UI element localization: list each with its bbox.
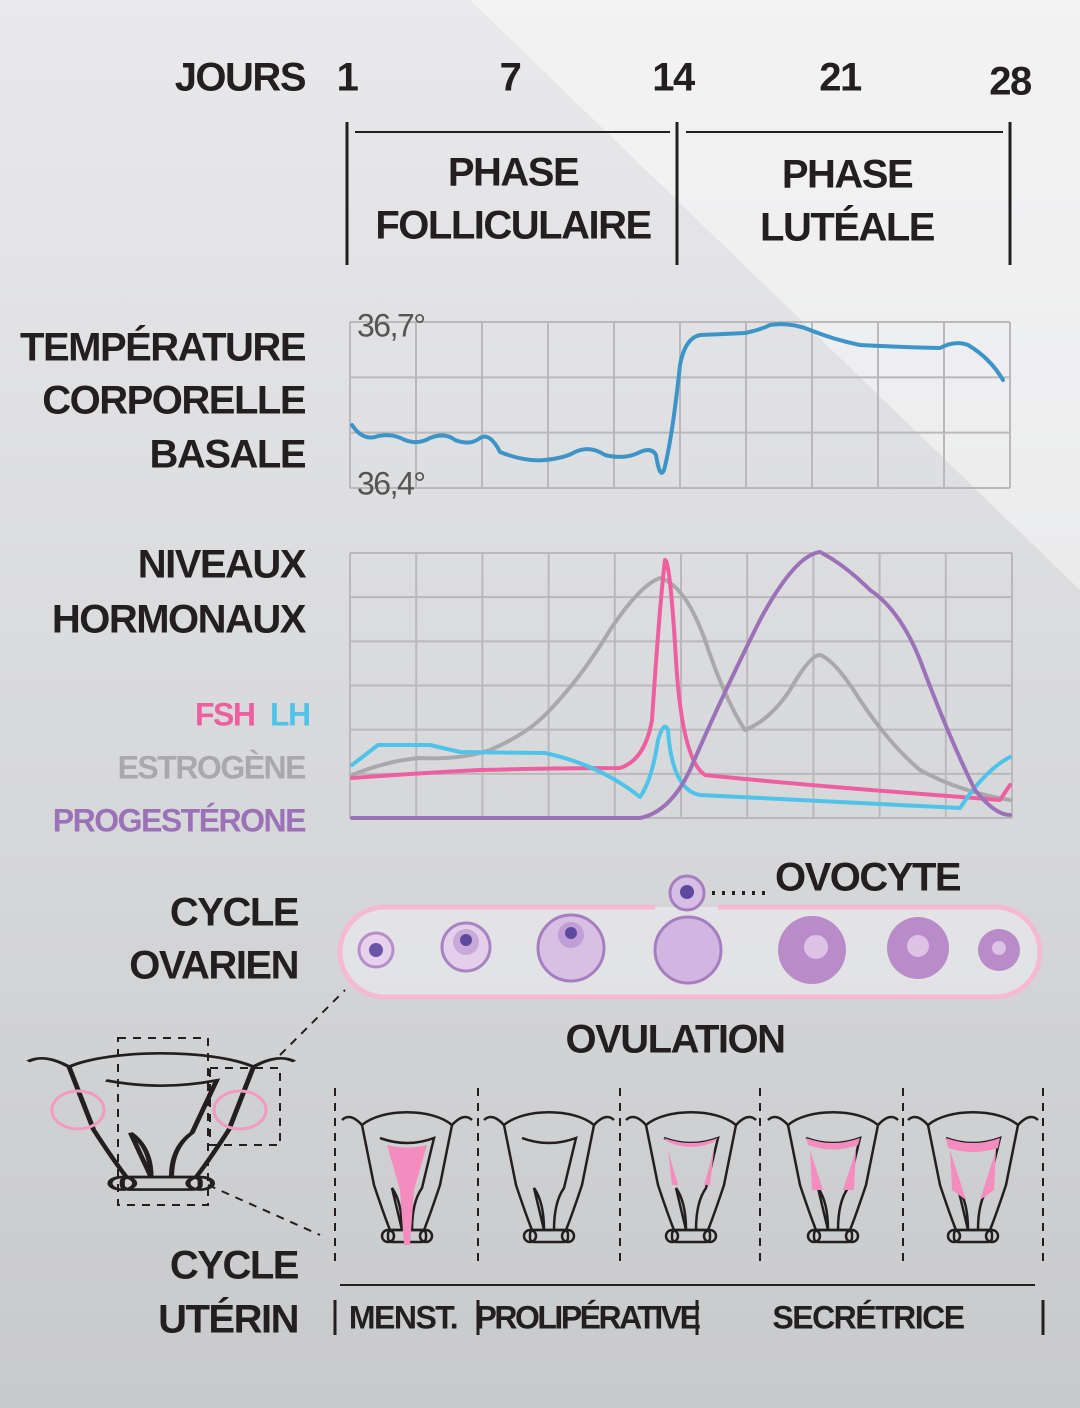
shape — [387, 1145, 427, 1245]
shape — [653, 915, 723, 985]
shape — [460, 934, 472, 946]
light-band — [470, 0, 1080, 590]
shape — [565, 927, 577, 939]
label: NIVEAUX — [138, 543, 307, 587]
label: OVULATION — [565, 1018, 784, 1062]
uterine-stages — [333, 1088, 1045, 1335]
shape — [946, 1138, 1000, 1200]
shape — [624, 1111, 758, 1244]
phase-brackets — [345, 122, 1012, 265]
uterus-overview — [28, 989, 346, 1236]
shape — [624, 1111, 758, 1244]
label: OVOCYTE — [775, 856, 961, 900]
label: FOLLICULAIRE — [375, 204, 651, 248]
label: OVARIEN — [129, 944, 298, 988]
label: PROLIPÉRATIVE — [476, 1299, 701, 1335]
label: 14 — [652, 56, 696, 100]
shape — [992, 941, 1006, 955]
shape — [279, 989, 346, 1056]
label: 1 — [337, 56, 359, 100]
shape — [212, 1089, 268, 1131]
follicles — [357, 874, 1020, 985]
shape — [209, 1067, 281, 1146]
lh-curve — [350, 724, 1012, 810]
label: 21 — [819, 56, 862, 100]
label: UTÉRIN — [158, 1297, 298, 1342]
shape — [906, 1111, 1040, 1244]
label: CORPORELLE — [42, 379, 306, 423]
label: JOURS — [175, 56, 306, 100]
shape — [340, 1111, 474, 1245]
shape — [804, 935, 828, 959]
shape — [766, 1111, 900, 1244]
label: SECRÉTRICE — [772, 1299, 964, 1335]
label: 36,4° — [357, 465, 425, 501]
label: HORMONAUX — [52, 598, 307, 642]
shape — [369, 943, 383, 957]
label: 28 — [989, 60, 1032, 104]
shape — [50, 1089, 106, 1131]
label: 36,7° — [357, 307, 425, 343]
shape — [664, 1138, 718, 1185]
shape — [906, 1111, 1040, 1244]
temperature-curve — [350, 322, 1005, 475]
shape — [333, 1300, 1045, 1335]
shape — [680, 885, 694, 899]
shape — [766, 1111, 900, 1244]
shape — [482, 1111, 616, 1244]
label: PHASE — [448, 151, 579, 195]
label: ESTROGÈNE — [118, 749, 307, 785]
progesterone-curve — [350, 550, 1012, 820]
label: BASALE — [150, 433, 306, 477]
shape — [806, 1138, 860, 1190]
estrogen-curve — [350, 576, 1012, 802]
shape — [482, 1111, 616, 1244]
label: CYCLE — [170, 891, 299, 935]
shape — [907, 935, 929, 957]
label: PHASE — [782, 153, 913, 197]
shape — [28, 1053, 295, 1189]
label: LH — [270, 696, 310, 732]
label: MENST. — [349, 1299, 457, 1335]
shape — [117, 1037, 209, 1206]
label: CYCLE — [170, 1244, 299, 1288]
label: LUTÉALE — [760, 205, 935, 250]
fsh-curve — [350, 558, 1012, 802]
shape — [207, 1184, 321, 1236]
label: PROGESTÉRONE — [53, 802, 306, 838]
label: 7 — [500, 56, 521, 100]
label: TEMPÉRATURE — [20, 325, 306, 370]
label: FSH — [195, 696, 255, 732]
